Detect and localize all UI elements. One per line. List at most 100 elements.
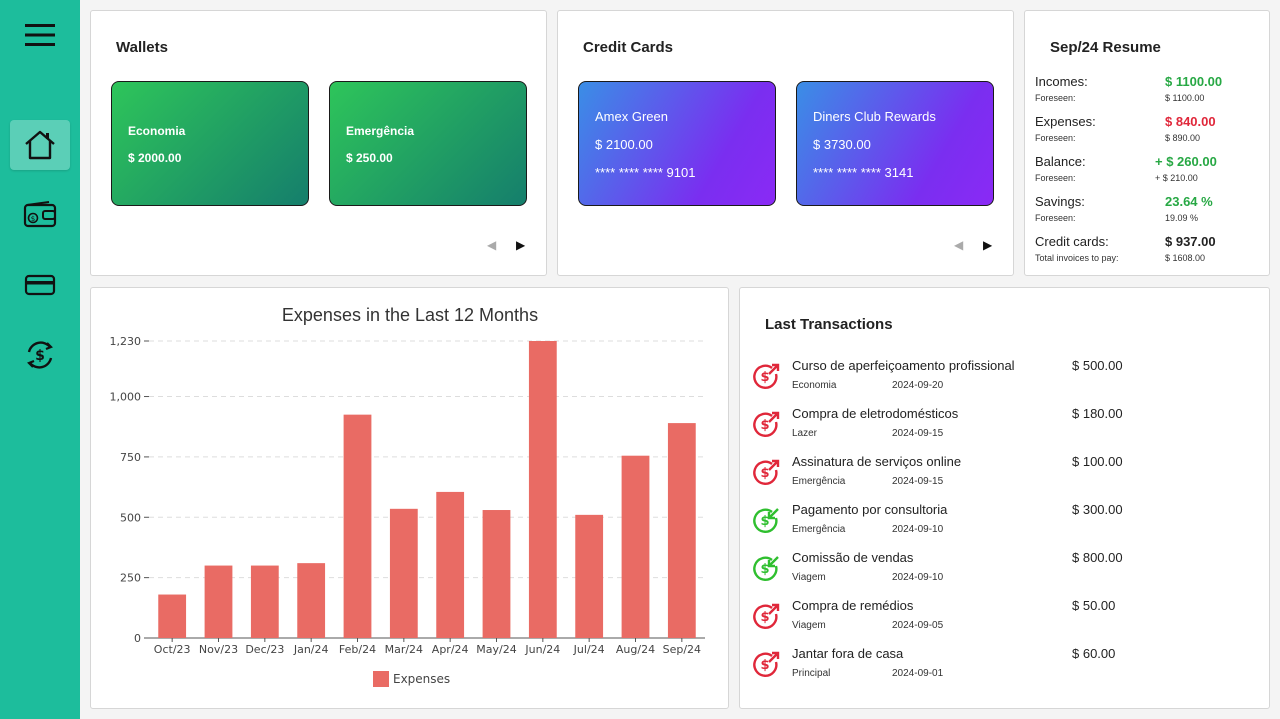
bar (297, 563, 326, 638)
resume-value: + $ 260.00 (1155, 154, 1217, 169)
transaction-description: Jantar fora de casa (792, 646, 904, 661)
transaction-date: 2024-09-15 (892, 428, 944, 439)
transaction-date: 2024-09-15 (892, 476, 944, 487)
svg-text:$: $ (760, 562, 769, 577)
transaction-row[interactable]: $ Assinatura de serviços online Emergência… (752, 454, 1252, 502)
nav-transactions[interactable]: $ (10, 330, 70, 380)
resume-sub-label: Foreseen: (1035, 133, 1076, 143)
transaction-date: 2024-09-01 (892, 668, 944, 679)
credit-card[interactable]: Amex Green $ 2100.00 **** **** **** 9101 (578, 81, 776, 206)
expense-dollar-icon: $ (752, 602, 780, 630)
x-tick-label: Apr/24 (432, 643, 469, 656)
resume-sub-label: Total invoices to pay: (1035, 253, 1119, 263)
bar (389, 508, 418, 638)
transaction-wallet: Lazer (792, 428, 818, 439)
chart-title: Expenses in the Last 12 Months (281, 305, 539, 325)
credit-card-name: Diners Club Rewards (813, 109, 936, 124)
svg-text:$: $ (760, 658, 769, 673)
y-tick-label: 750 (120, 451, 141, 464)
credit-card[interactable]: Diners Club Rewards $ 3730.00 **** **** … (796, 81, 994, 206)
transaction-value: $ 800.00 (1072, 550, 1123, 565)
wallet-name: Economia (128, 124, 186, 138)
transactions-title: Last Transactions (765, 316, 893, 333)
wallets-prev-button[interactable]: ◀ (487, 238, 497, 252)
resume-value: $ 937.00 (1165, 234, 1216, 249)
transaction-value: $ 500.00 (1072, 358, 1123, 373)
wallets-panel: Wallets Economia $ 2000.00 Emergência $ … (90, 10, 547, 276)
wallet-icon: $ (23, 201, 57, 228)
resume-label: Credit cards: (1035, 234, 1109, 249)
transaction-description: Compra de eletrodomésticos (792, 406, 959, 421)
resume-sub-value: 19.09 % (1165, 213, 1199, 223)
resume-sub-label: Foreseen: (1035, 213, 1076, 223)
sidebar: $ $ (0, 0, 80, 719)
bar (436, 491, 465, 638)
transaction-value: $ 100.00 (1072, 454, 1123, 469)
transaction-wallet: Economia (792, 380, 837, 391)
credit-card-amount: $ 2100.00 (595, 137, 653, 152)
credit-card-icon (24, 274, 56, 296)
resume-label: Savings: (1035, 194, 1085, 209)
bar (621, 455, 650, 638)
transaction-row[interactable]: $ Compra de eletrodomésticos Lazer 2024-09-… (752, 406, 1252, 454)
credit-cards-prev-button[interactable]: ◀ (954, 238, 964, 252)
resume-sub-label: Foreseen: (1035, 93, 1076, 103)
svg-text:$: $ (760, 514, 769, 529)
bar (482, 510, 511, 638)
credit-card-amount: $ 3730.00 (813, 137, 871, 152)
transaction-row[interactable]: $ Pagamento por consultoria Emergência 2024… (752, 502, 1252, 550)
wallet-card[interactable]: Emergência $ 250.00 (329, 81, 527, 206)
x-tick-label: Aug/24 (616, 643, 655, 656)
transaction-value: $ 300.00 (1072, 502, 1123, 517)
svg-text:$: $ (760, 466, 769, 481)
transaction-row[interactable]: $ Jantar fora de casa Principal 2024-09-01 $… (752, 646, 1252, 694)
bar (575, 514, 604, 638)
legend-swatch (373, 671, 389, 687)
transaction-row[interactable]: $ Curso de aperfeiçoamento profissional Ec… (752, 358, 1252, 406)
y-tick-label: 250 (120, 572, 141, 585)
bar (343, 414, 372, 638)
resume-label: Expenses: (1035, 114, 1096, 129)
expense-dollar-icon: $ (752, 410, 780, 438)
x-tick-label: Feb/24 (339, 643, 376, 656)
expense-dollar-icon: $ (752, 362, 780, 390)
transaction-description: Compra de remédios (792, 598, 914, 613)
bar (667, 423, 696, 638)
x-tick-label: Oct/23 (154, 643, 191, 656)
transaction-description: Comissão de vendas (792, 550, 914, 565)
svg-text:$: $ (35, 348, 45, 364)
bar (204, 565, 233, 638)
transactions-panel: Last Transactions $ Curso de aperfeiçoame… (739, 287, 1270, 709)
x-tick-label: Sep/24 (663, 643, 701, 656)
wallet-card[interactable]: Economia $ 2000.00 (111, 81, 309, 206)
expenses-bar-chart: 0 250 500 750 1,000 1,230 Oct/23 Nov/23 Dec/23 Ja… (110, 335, 705, 687)
income-dollar-icon: $ (752, 554, 780, 582)
nav-credit-cards[interactable] (10, 260, 70, 310)
bar (158, 594, 187, 638)
transaction-row[interactable]: $ Comissão de vendas Viagem 2024-09-10 $ 800… (752, 550, 1252, 598)
resume-label: Balance: (1035, 154, 1086, 169)
transaction-row[interactable]: $ Compra de remédios Viagem 2024-09-05 $ 50.… (752, 598, 1252, 646)
credit-cards-next-button[interactable]: ▶ (983, 238, 993, 252)
legend-label: Expenses (393, 672, 450, 686)
wallets-next-button[interactable]: ▶ (516, 238, 526, 252)
nav-wallets[interactable]: $ (10, 190, 70, 240)
resume-value: $ 1100.00 (1165, 74, 1223, 89)
transaction-description: Curso de aperfeiçoamento profissional (792, 358, 1015, 373)
credit-cards-panel: Credit Cards Amex Green $ 2100.00 **** *… (557, 10, 1014, 276)
resume-sub-value: $ 1100.00 (1165, 93, 1205, 103)
transaction-value: $ 50.00 (1072, 598, 1116, 613)
svg-text:$: $ (760, 610, 769, 625)
home-icon (25, 130, 55, 160)
resume-sub-label: Foreseen: (1035, 173, 1076, 183)
wallet-amount: $ 250.00 (346, 151, 393, 165)
x-tick-label: Jun/24 (524, 643, 560, 656)
menu-button[interactable] (10, 10, 70, 60)
transaction-wallet: Viagem (792, 620, 826, 631)
resume-sub-value: $ 890.00 (1165, 133, 1201, 143)
nav-home[interactable] (10, 120, 70, 170)
x-tick-label: Jul/24 (573, 643, 605, 656)
svg-text:$: $ (760, 370, 769, 385)
resume-value: 23.64 % (1165, 194, 1213, 209)
transaction-value: $ 180.00 (1072, 406, 1123, 421)
